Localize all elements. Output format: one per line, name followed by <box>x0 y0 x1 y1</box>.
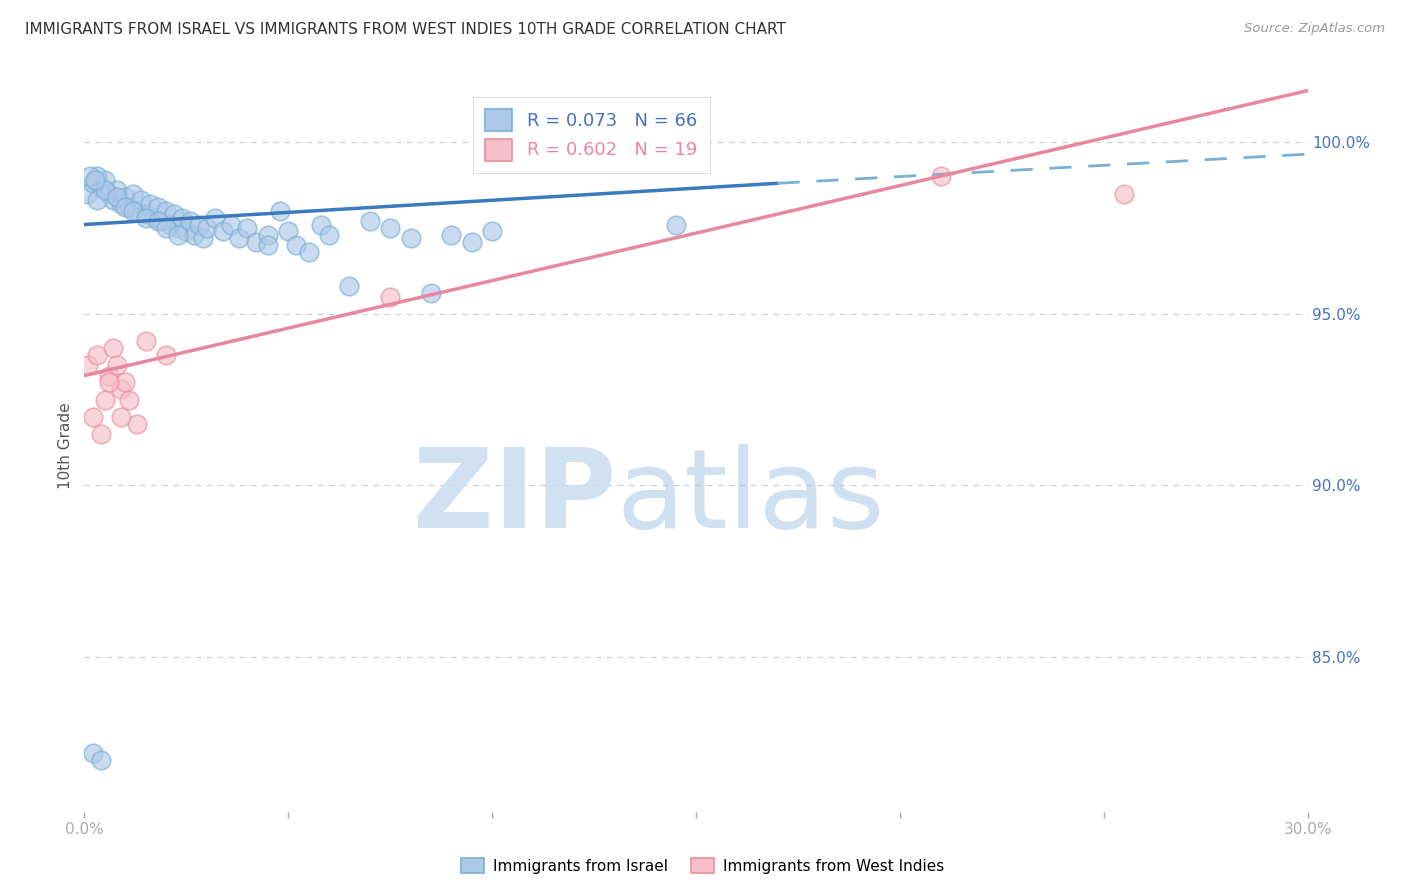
Point <box>187 218 209 232</box>
Point <box>257 238 280 252</box>
Point <box>420 286 443 301</box>
Point <box>665 218 688 232</box>
Point <box>298 244 321 259</box>
Point <box>105 183 128 197</box>
Point <box>179 214 201 228</box>
Legend: Immigrants from Israel, Immigrants from West Indies: Immigrants from Israel, Immigrants from … <box>456 852 950 880</box>
Point <box>82 409 104 424</box>
Point <box>110 409 132 424</box>
Point <box>127 417 149 431</box>
Point <box>212 224 235 238</box>
Point <box>86 169 108 184</box>
Point <box>82 747 104 761</box>
Point <box>150 214 173 228</box>
Point <box>90 753 112 767</box>
Point <box>118 200 141 214</box>
Point <box>285 238 308 252</box>
Point <box>135 207 157 221</box>
Text: ZIP: ZIP <box>413 443 616 550</box>
Point <box>461 235 484 249</box>
Point <box>101 194 124 208</box>
Point <box>380 221 402 235</box>
Point <box>228 231 250 245</box>
Point <box>174 224 197 238</box>
Point <box>122 186 145 201</box>
Point <box>191 231 214 245</box>
Point <box>219 218 242 232</box>
Point <box>245 235 267 249</box>
Point <box>135 211 157 225</box>
Point <box>159 218 181 232</box>
Point <box>86 194 108 208</box>
Point <box>236 221 259 235</box>
Point <box>90 427 112 442</box>
Point <box>155 203 177 218</box>
Point <box>90 179 112 194</box>
Point <box>155 221 177 235</box>
Point <box>79 169 101 184</box>
Point <box>105 190 128 204</box>
Point <box>183 227 205 242</box>
Point <box>77 186 100 201</box>
Point <box>97 186 120 201</box>
Point <box>135 334 157 349</box>
Point <box>82 176 104 190</box>
Point <box>122 203 145 218</box>
Point <box>481 224 503 238</box>
Point <box>172 211 194 225</box>
Point <box>77 359 100 373</box>
Point <box>110 197 132 211</box>
Point <box>93 183 115 197</box>
Legend: R = 0.073   N = 66, R = 0.602   N = 19: R = 0.073 N = 66, R = 0.602 N = 19 <box>472 96 710 173</box>
Point <box>131 194 153 208</box>
Point <box>1114 186 1136 201</box>
Point <box>93 173 115 187</box>
Point <box>195 221 218 235</box>
Point <box>359 214 381 228</box>
Point <box>399 231 422 245</box>
Text: atlas: atlas <box>616 443 884 550</box>
Point <box>118 392 141 407</box>
Point <box>380 290 402 304</box>
Point <box>309 218 332 232</box>
Point <box>167 221 190 235</box>
Point <box>101 341 124 355</box>
Point <box>146 200 169 214</box>
Point <box>97 368 120 383</box>
Text: IMMIGRANTS FROM ISRAEL VS IMMIGRANTS FROM WEST INDIES 10TH GRADE CORRELATION CHA: IMMIGRANTS FROM ISRAEL VS IMMIGRANTS FRO… <box>25 22 786 37</box>
Point <box>114 200 136 214</box>
Point <box>269 203 291 218</box>
Point <box>83 173 105 187</box>
Point <box>318 227 340 242</box>
Point <box>93 392 115 407</box>
Point <box>257 227 280 242</box>
Point <box>114 190 136 204</box>
Point <box>138 197 160 211</box>
Point <box>97 376 120 390</box>
Point <box>163 207 186 221</box>
Point <box>155 348 177 362</box>
Point <box>105 359 128 373</box>
Y-axis label: 10th Grade: 10th Grade <box>58 402 73 490</box>
Point <box>277 224 299 238</box>
Text: Source: ZipAtlas.com: Source: ZipAtlas.com <box>1244 22 1385 36</box>
Point <box>114 376 136 390</box>
Point <box>339 279 361 293</box>
Point <box>86 348 108 362</box>
Point <box>110 382 132 396</box>
Point <box>142 211 165 225</box>
Point <box>204 211 226 225</box>
Point <box>440 227 463 242</box>
Point <box>929 169 952 184</box>
Point <box>127 203 149 218</box>
Point <box>146 214 169 228</box>
Point <box>167 227 190 242</box>
